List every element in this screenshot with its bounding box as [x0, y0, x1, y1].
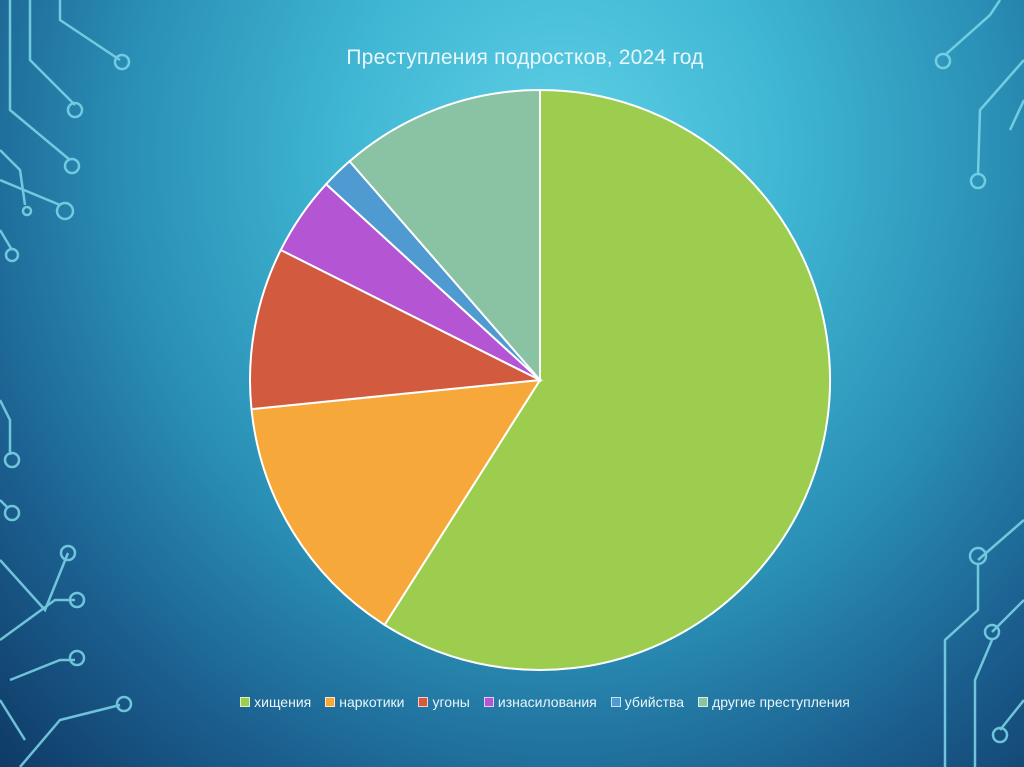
pie-slice-2: [249, 248, 544, 411]
legend-item-1: наркотики: [325, 694, 404, 710]
legend-swatch: [325, 697, 336, 707]
legend-label: хищения: [254, 694, 312, 710]
legend-label: изнасилования: [497, 694, 597, 710]
legend-label: другие преступления: [712, 694, 850, 710]
legend-swatch: [698, 697, 709, 707]
chart-legend: хищения наркотики угоны изнасилования убийст…: [0, 694, 1024, 710]
pie-slice-1: [250, 378, 542, 627]
legend-label: убийства: [624, 694, 685, 710]
legend-swatch: [418, 697, 429, 707]
legend-item-2: угоны: [418, 694, 470, 710]
legend-swatch: [483, 697, 494, 707]
legend-label: угоны: [432, 694, 470, 710]
legend-swatch: [240, 697, 251, 707]
pie-slice-5: [348, 88, 541, 383]
legend-swatch: [610, 697, 621, 707]
legend-item-3: изнасилования: [483, 694, 597, 710]
pie-slice-0: [383, 88, 831, 671]
chart-title: Преступления подростков, 2024 год: [346, 46, 704, 69]
legend-item-5: другие преступления: [698, 694, 850, 710]
legend-item-4: убийства: [610, 694, 685, 710]
legend-label: наркотики: [339, 694, 405, 710]
legend-item-0: хищения: [240, 694, 311, 710]
